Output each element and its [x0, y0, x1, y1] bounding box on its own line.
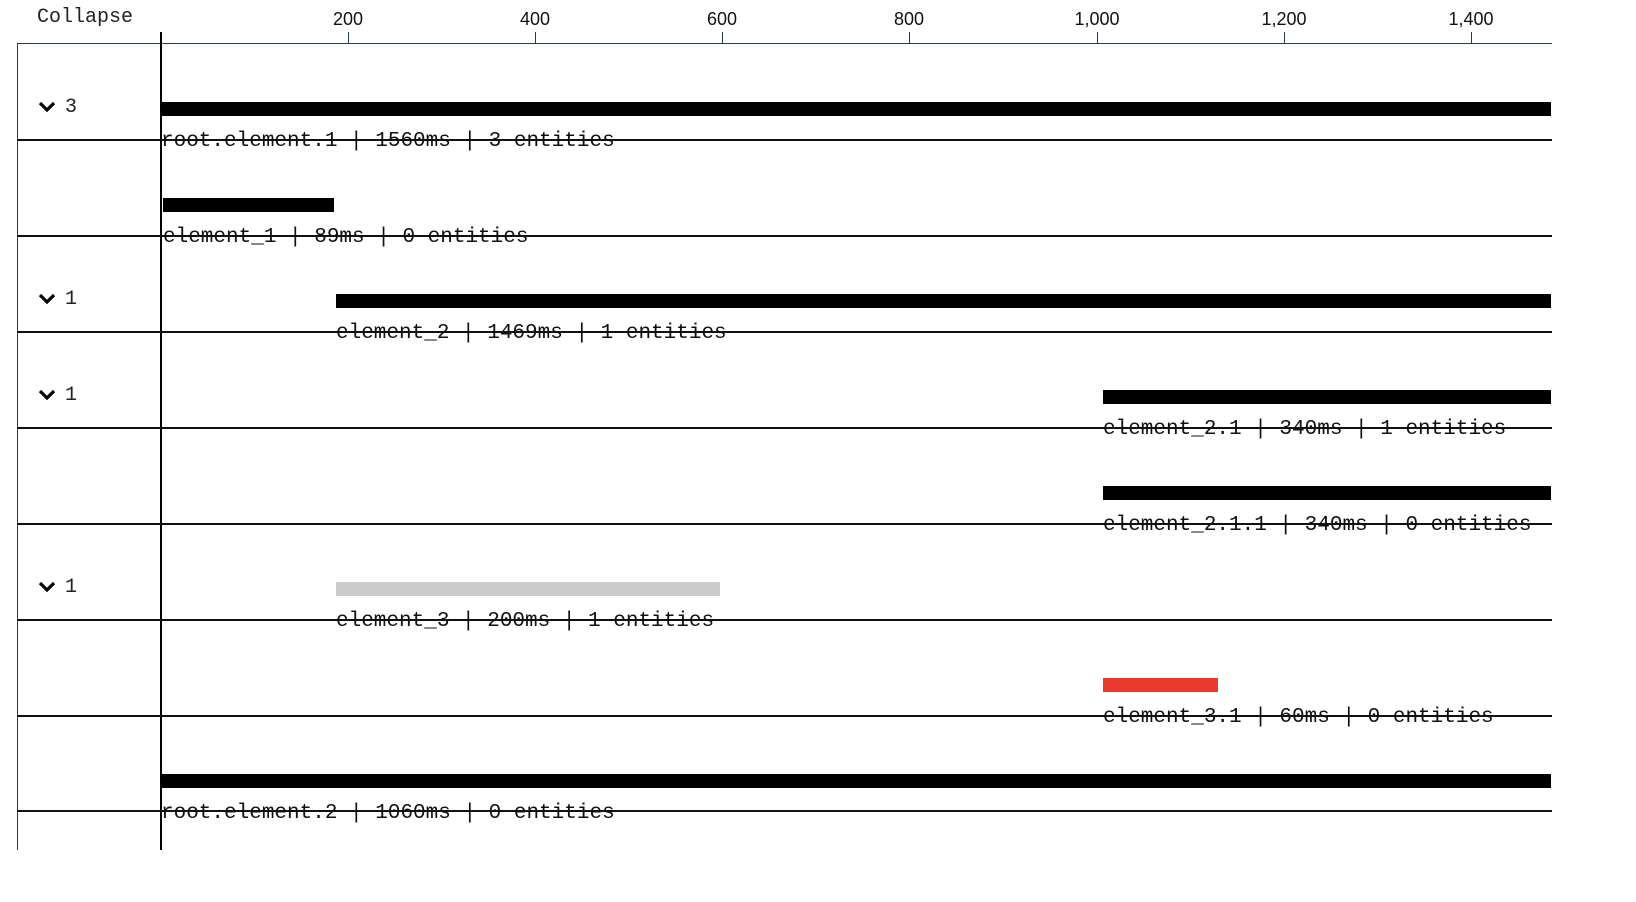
collapse-toggle[interactable]: 1: [38, 576, 78, 599]
axis-tick-label: 1,400: [1448, 9, 1494, 29]
span-bar[interactable]: [161, 774, 1551, 788]
left-border: [17, 43, 18, 850]
collapse-count: 3: [65, 96, 78, 119]
span-bar[interactable]: [1103, 486, 1551, 500]
collapse-count: 1: [65, 576, 78, 599]
axis-tick-label: 400: [519, 9, 551, 29]
axis-tick: [535, 32, 536, 44]
collapse-all-button[interactable]: Collapse: [37, 6, 134, 29]
axis-tick: [722, 32, 723, 44]
span-label: root.element.2 | 1060ms | 0 entities: [161, 802, 615, 825]
chevron-down-icon: [38, 389, 56, 401]
span-bar[interactable]: [1103, 390, 1551, 404]
collapse-toggle[interactable]: 3: [38, 96, 78, 119]
span-label: element_2.1 | 340ms | 1 entities: [1103, 418, 1507, 441]
chevron-down-icon: [38, 293, 56, 305]
row-divider: [17, 139, 1552, 141]
chevron-down-icon: [38, 581, 56, 593]
span-label: element_3.1 | 60ms | 0 entities: [1103, 706, 1494, 729]
span-bar[interactable]: [336, 582, 720, 596]
row-divider: [17, 523, 1552, 525]
axis-tick-label: 600: [706, 9, 738, 29]
axis-tick-label: 800: [893, 9, 925, 29]
axis-tick-label: 1,200: [1261, 9, 1307, 29]
span-label: element_1 | 89ms | 0 entities: [163, 226, 529, 249]
axis-tick-label: 1,000: [1074, 9, 1120, 29]
span-label: root.element.1 | 1560ms | 3 entities: [161, 130, 615, 153]
span-bar[interactable]: [336, 294, 1551, 308]
row-divider: [17, 235, 1552, 237]
row-divider: [17, 810, 1552, 812]
span-label: element_3 | 200ms | 1 entities: [336, 610, 715, 633]
chevron-down-icon: [38, 101, 56, 113]
gutter-divider: [160, 32, 162, 850]
collapse-toggle[interactable]: 1: [38, 288, 78, 311]
row-divider: [17, 715, 1552, 717]
axis-tick: [1284, 32, 1285, 44]
span-bar[interactable]: [163, 198, 334, 212]
axis-tick: [1471, 32, 1472, 44]
span-bar[interactable]: [161, 102, 1551, 116]
span-label: element_2 | 1469ms | 1 entities: [336, 322, 727, 345]
axis-tick: [348, 32, 349, 44]
row-divider: [17, 331, 1552, 333]
axis-tick: [909, 32, 910, 44]
row-divider: [17, 427, 1552, 429]
row-divider: [17, 619, 1552, 621]
collapse-count: 1: [65, 384, 78, 407]
collapse-toggle[interactable]: 1: [38, 384, 78, 407]
span-label: element_2.1.1 | 340ms | 0 entities: [1103, 514, 1532, 537]
span-bar[interactable]: [1103, 678, 1218, 692]
time-axis: [18, 43, 1552, 44]
axis-tick: [1097, 32, 1098, 44]
axis-tick-label: 200: [332, 9, 364, 29]
collapse-count: 1: [65, 288, 78, 311]
